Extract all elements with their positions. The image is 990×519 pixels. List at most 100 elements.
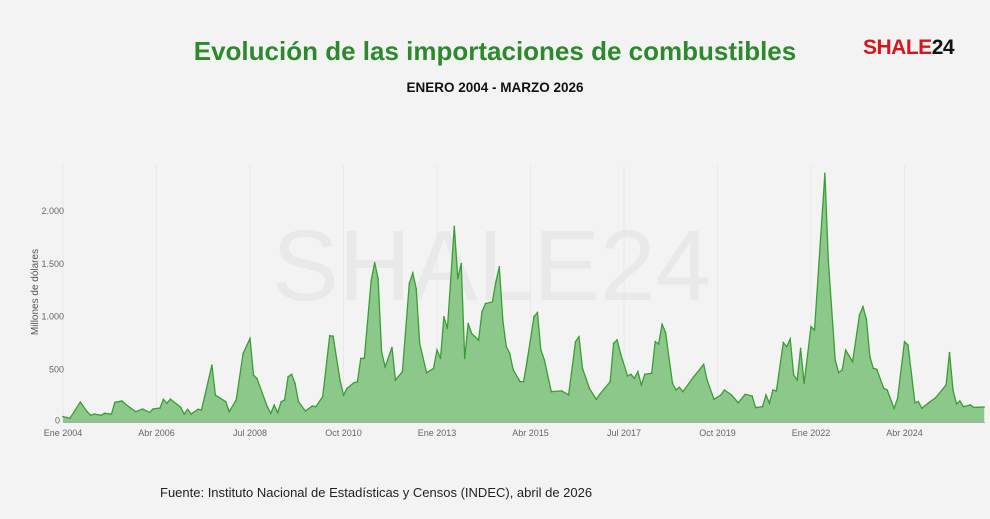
data-point (751, 395, 753, 397)
data-point (269, 412, 272, 415)
data-point (533, 315, 535, 318)
data-point (661, 323, 663, 326)
source-note: Fuente: Instituto Nacional de Estadístic… (160, 485, 593, 500)
data-point (588, 387, 591, 390)
data-point (62, 415, 64, 418)
data-point (380, 350, 383, 353)
data-point (166, 402, 168, 405)
data-point (339, 379, 341, 381)
data-point (162, 398, 165, 401)
data-point (273, 404, 276, 406)
data-point (962, 405, 965, 408)
data-point (862, 305, 864, 308)
data-point (872, 367, 875, 370)
data-point (782, 341, 785, 344)
data-point (952, 389, 954, 391)
data-point (702, 363, 705, 366)
data-point (810, 325, 812, 328)
data-point (972, 406, 975, 409)
data-point (945, 384, 947, 386)
x-tick-label: Abr 2024 (886, 428, 923, 438)
data-point (460, 262, 463, 265)
data-point (837, 371, 840, 374)
data-point (415, 287, 418, 290)
data-point (959, 400, 961, 402)
data-point (152, 408, 154, 410)
data-point (851, 360, 854, 363)
data-point (377, 277, 379, 280)
data-point (560, 390, 563, 392)
data-point (792, 374, 795, 376)
data-point (121, 400, 123, 402)
data-point (134, 410, 137, 413)
data-point (148, 411, 151, 414)
data-point (103, 412, 106, 415)
data-point (228, 410, 231, 413)
data-point (927, 401, 930, 404)
data-point (706, 379, 708, 381)
x-axis-ticks: Ene 2004 Abr 2006 Jul 2008 Oct 2010 Ene 2013… (44, 428, 923, 438)
data-point (657, 343, 660, 345)
data-point (283, 399, 286, 401)
data-point (772, 389, 774, 391)
data-point (425, 371, 428, 374)
data-point (470, 332, 473, 335)
data-point (408, 282, 411, 285)
data-point (481, 311, 483, 313)
data-point (824, 172, 826, 175)
data-point (526, 360, 528, 363)
data-point (294, 382, 296, 385)
data-point (643, 373, 646, 376)
data-point (744, 393, 747, 396)
data-point (664, 331, 667, 334)
page-title: Evolución de las importaciones de combus… (193, 36, 797, 66)
data-point (675, 389, 677, 391)
data-point (813, 329, 816, 331)
data-point (256, 377, 258, 380)
data-point (914, 401, 916, 404)
x-tick-label: Abr 2015 (512, 428, 549, 438)
data-point (869, 355, 871, 358)
data-point (491, 301, 494, 303)
data-point (211, 364, 213, 366)
y-tick-label: 500 (49, 365, 64, 375)
x-tick-label: Oct 2010 (325, 428, 362, 438)
data-point (456, 277, 459, 280)
data-point (730, 394, 733, 396)
data-point (79, 401, 82, 403)
y-axis-label: Millones de dólares (30, 249, 41, 335)
data-point (720, 394, 722, 396)
data-point (280, 400, 282, 403)
data-point (127, 405, 130, 408)
data-point (581, 367, 584, 370)
data-point (384, 365, 386, 368)
x-tick-label: Jul 2008 (233, 428, 267, 438)
data-point (179, 406, 182, 409)
data-point (89, 414, 92, 417)
data-point (394, 379, 397, 381)
data-point (391, 346, 393, 349)
data-point (844, 349, 847, 351)
data-point (328, 335, 331, 337)
data-point (765, 394, 767, 396)
data-point (242, 352, 244, 355)
x-tick-label: Ene 2013 (418, 428, 457, 438)
data-point (311, 405, 314, 407)
x-tick-label: Ene 2022 (792, 428, 831, 438)
data-point (436, 349, 438, 351)
data-point (276, 411, 279, 414)
data-point (893, 407, 895, 410)
data-point (93, 413, 95, 415)
data-point (796, 379, 798, 381)
data-point (574, 340, 577, 343)
data-point (290, 373, 293, 376)
data-point (578, 335, 580, 338)
data-point (882, 387, 885, 390)
data-point (678, 386, 681, 389)
data-point (612, 342, 615, 345)
data-point (353, 381, 355, 384)
data-points (62, 172, 985, 420)
data-point (858, 314, 861, 316)
data-point (411, 272, 414, 274)
